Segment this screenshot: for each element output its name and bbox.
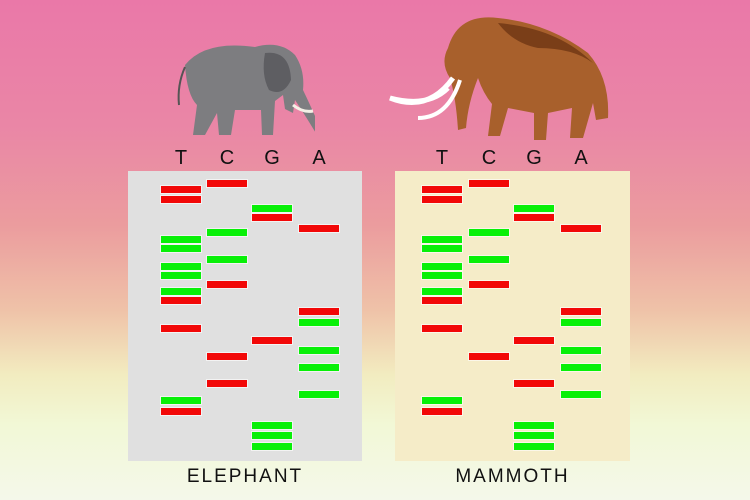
woolly-mammoth-illustration [389,17,609,140]
elephant-lane-label-A: A [312,147,326,169]
mammoth-band-T-red [422,296,462,304]
mammoth-band-A-green [561,390,601,398]
elephant-band-A-red [299,307,339,315]
mammoth-band-C-green [469,228,509,236]
elephant-band-G-green [252,421,292,429]
mammoth-band-G-green [514,421,554,429]
elephant-band-C-red [207,352,247,360]
elephant-band-C-green [207,228,247,236]
elephant-band-G-red [252,213,292,221]
elephant-band-T-green [161,262,201,270]
mammoth-band-C-green [469,255,509,263]
elephant-band-G-green [252,431,292,439]
mammoth-band-C-red [469,179,509,187]
mammoth-band-A-red [561,224,601,232]
elephant-band-T-red [161,324,201,332]
mammoth-band-C-red [469,352,509,360]
mammoth-band-C-red [469,280,509,288]
elephant-band-T-green [161,235,201,243]
elephant-label: ELEPHANT [186,466,304,487]
mammoth-lane-label-G: G [526,147,542,169]
mammoth-band-G-red [514,379,554,387]
elephant-band-A-green [299,363,339,371]
mammoth-band-T-green [422,244,462,252]
mammoth-band-G-green [514,431,554,439]
mammoth-band-A-green [561,363,601,371]
mammoth-gel-panel [395,171,630,461]
mammoth-band-G-green [514,442,554,450]
elephant-band-T-green [161,287,201,295]
mammoth-lane-label-T: T [435,147,449,169]
mammoth-band-T-green [422,271,462,279]
mammoth-band-G-red [514,213,554,221]
elephant-band-C-green [207,255,247,263]
elephant-band-C-red [207,280,247,288]
mammoth-band-G-red [514,336,554,344]
elephant-lane-label-G: G [264,147,280,169]
elephant-band-G-green [252,204,292,212]
mammoth-band-A-green [561,346,601,354]
elephant-lane-label-C: C [219,147,235,169]
mammoth-band-T-red [422,185,462,193]
mammoth-band-T-green [422,396,462,404]
mammoth-band-T-green [422,262,462,270]
mammoth-lane-label-A: A [574,147,588,169]
elephant-band-T-red [161,195,201,203]
mammoth-lane-label-C: C [481,147,497,169]
elephant-band-A-green [299,346,339,354]
elephant-band-C-red [207,379,247,387]
elephant-band-T-green [161,271,201,279]
mammoth-band-T-red [422,407,462,415]
elephant-band-T-green [161,244,201,252]
elephant-band-G-red [252,336,292,344]
mammoth-band-A-green [561,318,601,326]
elephant-lane-label-T: T [174,147,188,169]
elephant-illustration [177,44,315,135]
mammoth-label: MAMMOTH [455,466,570,487]
elephant-band-C-red [207,179,247,187]
elephant-band-A-red [299,224,339,232]
elephant-band-T-green [161,396,201,404]
elephant-band-T-red [161,185,201,193]
mammoth-band-T-red [422,324,462,332]
elephant-band-T-red [161,407,201,415]
elephant-band-A-green [299,390,339,398]
mammoth-band-T-green [422,235,462,243]
elephant-band-T-red [161,296,201,304]
elephant-gel-panel [128,171,362,461]
elephant-band-A-green [299,318,339,326]
mammoth-band-A-red [561,307,601,315]
mammoth-band-T-green [422,287,462,295]
mammoth-band-T-red [422,195,462,203]
mammoth-band-G-green [514,204,554,212]
elephant-band-G-green [252,442,292,450]
